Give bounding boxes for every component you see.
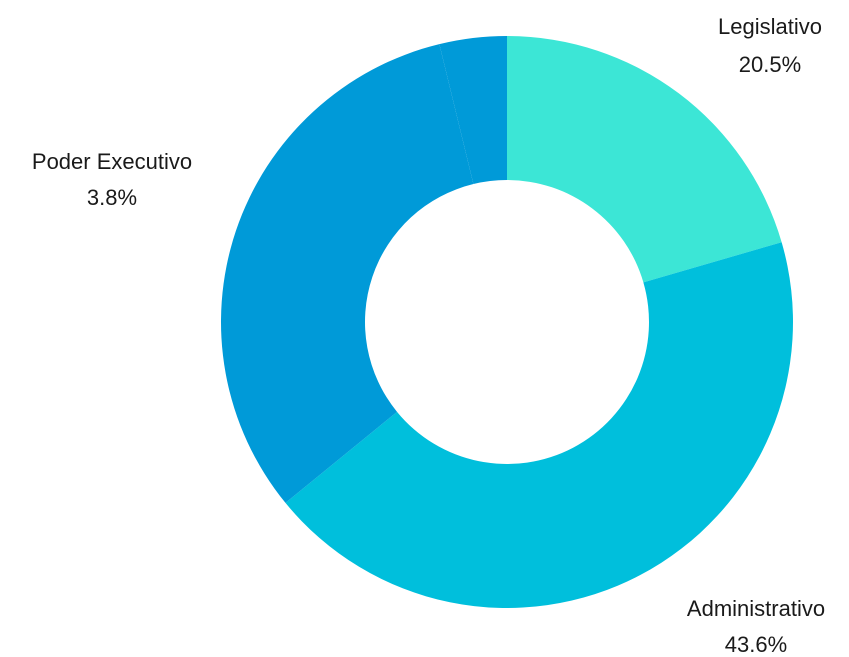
slice-value-label: 43.6%	[725, 632, 787, 657]
slice	[439, 36, 507, 185]
slice	[507, 36, 782, 283]
slice-value-label: 20.5%	[739, 52, 801, 77]
slice	[221, 44, 474, 503]
slice-label: Administrativo	[687, 596, 825, 621]
slice-label: Legislativo	[718, 14, 822, 39]
slice-label: Poder Executivo	[32, 149, 192, 174]
slice-value-label: 3.8%	[87, 185, 137, 210]
slice	[285, 242, 793, 608]
